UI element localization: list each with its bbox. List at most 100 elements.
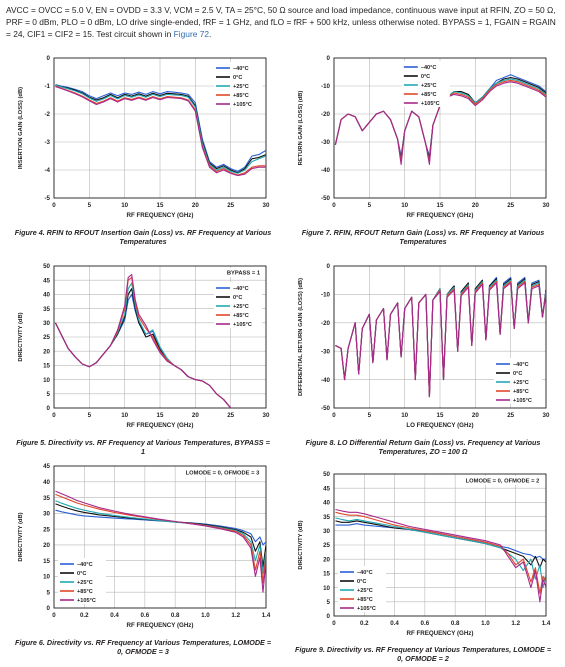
y-tick-label: 35 [43, 495, 50, 502]
y-tick-label: 40 [43, 292, 50, 299]
legend-label: 0°C [513, 371, 522, 377]
plot-frame [333, 57, 547, 199]
y-tick-label: 0 [47, 55, 51, 62]
y-tick-label: -50 [321, 405, 331, 412]
y-tick-label: 25 [43, 526, 50, 533]
y-tick-label: -10 [321, 292, 331, 299]
y-tick-label: 35 [323, 514, 330, 521]
legend-label: +85°C [421, 92, 437, 98]
y-tick-label: 15 [43, 363, 50, 370]
x-tick-label: 0 [332, 202, 336, 209]
legend-bg [214, 62, 262, 108]
chart-fig5: 0 5 10 15 20 25 30 0 5 10 15 20 25 30 35 40 45 50 RF FREQU… [8, 260, 276, 432]
series-line-4 [54, 273, 232, 408]
y-axis-label: DIFFERENTIAL RETURN GAIN (LOSS) (dB) [298, 278, 304, 396]
plot-frame [333, 265, 547, 409]
x-tick-label: 0 [52, 202, 56, 209]
x-tick-label: 20 [192, 412, 199, 419]
legend-label: –40°C [233, 66, 249, 72]
legend-bg [494, 358, 542, 404]
y-axis-label: RETURN GAIN (LOSS) (dB) [298, 91, 304, 166]
y-tick-label: 45 [43, 277, 50, 284]
fig6-svg: 0 0.2 0.4 0.6 0.8 1.0 1.2 1.4 0 5 10 15 20 25 30 35 40 45… [18, 463, 271, 629]
legend-label: +25°C [421, 83, 437, 89]
y-tick-label: 5 [47, 589, 51, 596]
legend-bg [214, 282, 262, 328]
series-line-2 [55, 500, 266, 574]
series-line-4 [335, 282, 546, 398]
x-tick-label: 0.8 [451, 620, 460, 627]
x-axis-label: RF FREQUENCY (GHz) [127, 212, 194, 219]
x-tick-label: 30 [263, 412, 270, 419]
legend-label: +25°C [357, 588, 373, 594]
x-tick-label: 30 [543, 412, 550, 419]
series-line-4 [55, 490, 266, 593]
y-tick-label: -30 [321, 348, 331, 355]
y-tick-label: 10 [323, 585, 330, 592]
legend-label: –40°C [233, 286, 249, 292]
legend-label: +105°C [421, 101, 440, 107]
y-tick-label: 0 [47, 605, 51, 612]
x-tick-label: 10 [401, 412, 408, 419]
y-tick-label: -30 [321, 139, 331, 146]
y-tick-label: -50 [321, 195, 331, 202]
y-tick-label: -5 [44, 195, 50, 202]
legend-label: +105°C [233, 322, 252, 328]
y-tick-label: 15 [323, 571, 330, 578]
series-group [55, 84, 266, 177]
y-axis-label: INSERTION GAIN (LOSS) (dB) [18, 87, 24, 169]
x-tick-label: 1.2 [231, 612, 240, 619]
x-tick-label: 0.2 [80, 612, 89, 619]
conditions-body: AVCC = OVCC = 5.0 V, EN = OVDD = 3.3 V, … [6, 5, 556, 39]
legend-bg [401, 61, 450, 107]
x-tick-label: 25 [507, 412, 514, 419]
legend-label: –40°C [357, 570, 373, 576]
x-axis-label: RF FREQUENCY (GHz) [127, 622, 194, 629]
y-tick-label: -20 [321, 111, 331, 118]
y-tick-label: 40 [323, 500, 330, 507]
y-tick-label: -4 [44, 167, 50, 174]
y-tick-label: 15 [43, 558, 50, 565]
y-tick-label: -3 [44, 139, 50, 146]
y-axis-label: DIRECTIVITY (dB) [18, 312, 24, 361]
plot-frame [53, 265, 267, 409]
y-tick-label: 0 [327, 55, 331, 62]
legend: –40°C 0°C +25°C +85°C +105°C [401, 61, 450, 107]
legend-label: –40°C [421, 65, 437, 71]
y-axis-label: DIRECTIVITY (dB) [18, 512, 24, 561]
caption-fig7: Figure 7. RFIN, RFOUT Return Gain (Loss)… [301, 228, 545, 246]
legend: –40°C 0°C +25°C +85°C +105°C [338, 566, 386, 612]
series-line-2 [335, 517, 546, 589]
x-tick-label: 10 [121, 202, 128, 209]
x-tick-label: 15 [437, 412, 444, 419]
plot-frame [53, 465, 267, 609]
x-tick-label: 0.2 [360, 620, 369, 627]
y-tick-label: -2 [44, 111, 50, 118]
x-tick-label: 0 [332, 620, 336, 627]
fig4-svg: 0 5 10 15 20 25 30 0 -1 -2 -3 -4 -5 RF FREQUENCY (GHz… [18, 55, 270, 219]
y-tick-label: 30 [43, 320, 50, 327]
legend-label: +105°C [233, 102, 252, 108]
y-tick-label: 20 [323, 556, 330, 563]
x-tick-label: 1.0 [481, 620, 490, 627]
y-tick-label: 20 [43, 542, 50, 549]
legend-label: +85°C [233, 313, 249, 319]
legend-label: 0°C [357, 579, 366, 585]
legend: –40°C 0°C +25°C +85°C +105°C [214, 282, 262, 328]
x-tick-label: 10 [401, 202, 408, 209]
x-tick-label: 1.2 [511, 620, 520, 627]
series-group [55, 490, 266, 593]
annotation-label: LOMODE = 0, OFMODE = 3 [186, 471, 261, 477]
x-tick-label: 0.4 [110, 612, 119, 619]
x-tick-label: 30 [543, 202, 550, 209]
figure-72-link[interactable]: Figure 72 [173, 29, 210, 39]
series-line-4 [55, 86, 266, 177]
legend-bg [338, 566, 386, 612]
y-tick-label: 50 [43, 263, 50, 270]
y-tick-label: 0 [47, 405, 51, 412]
annotation-bg [181, 468, 264, 477]
legend: –40°C 0°C +25°C +85°C +105°C [494, 358, 542, 404]
y-tick-label: 40 [43, 479, 50, 486]
y-tick-label: 5 [47, 391, 51, 398]
x-tick-label: 25 [227, 412, 234, 419]
